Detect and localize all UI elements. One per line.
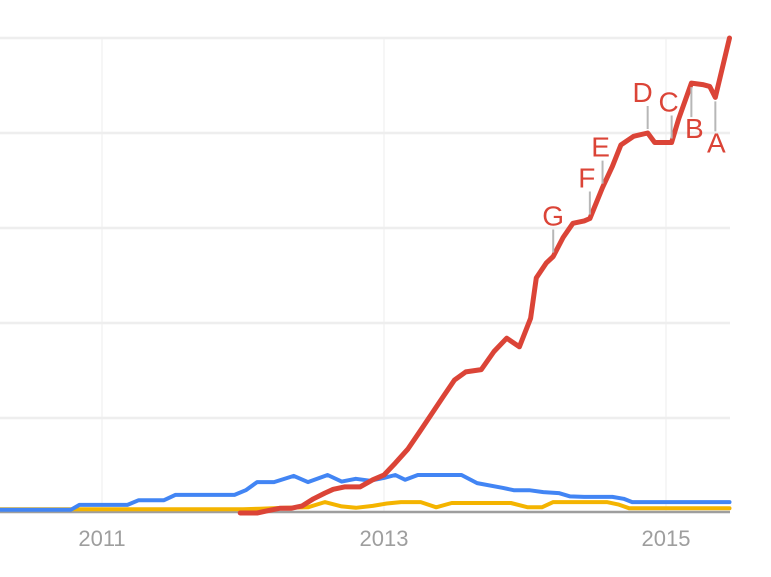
annotation-letter-A[interactable]: A xyxy=(707,127,726,158)
annotation-letter-F[interactable]: F xyxy=(578,163,595,194)
annotation-letter-D[interactable]: D xyxy=(633,77,653,108)
annotation-letter-G[interactable]: G xyxy=(542,201,564,232)
red-series-line[interactable] xyxy=(237,35,732,516)
annotation-letter-B[interactable]: B xyxy=(685,113,704,144)
x-tick-label-2015: 2015 xyxy=(642,526,691,551)
x-tick-label-2011: 2011 xyxy=(78,526,125,551)
x-tick-label-2013: 2013 xyxy=(360,526,409,551)
annotation-letter-C[interactable]: C xyxy=(659,87,679,118)
annotation-letter-E[interactable]: E xyxy=(591,132,610,163)
